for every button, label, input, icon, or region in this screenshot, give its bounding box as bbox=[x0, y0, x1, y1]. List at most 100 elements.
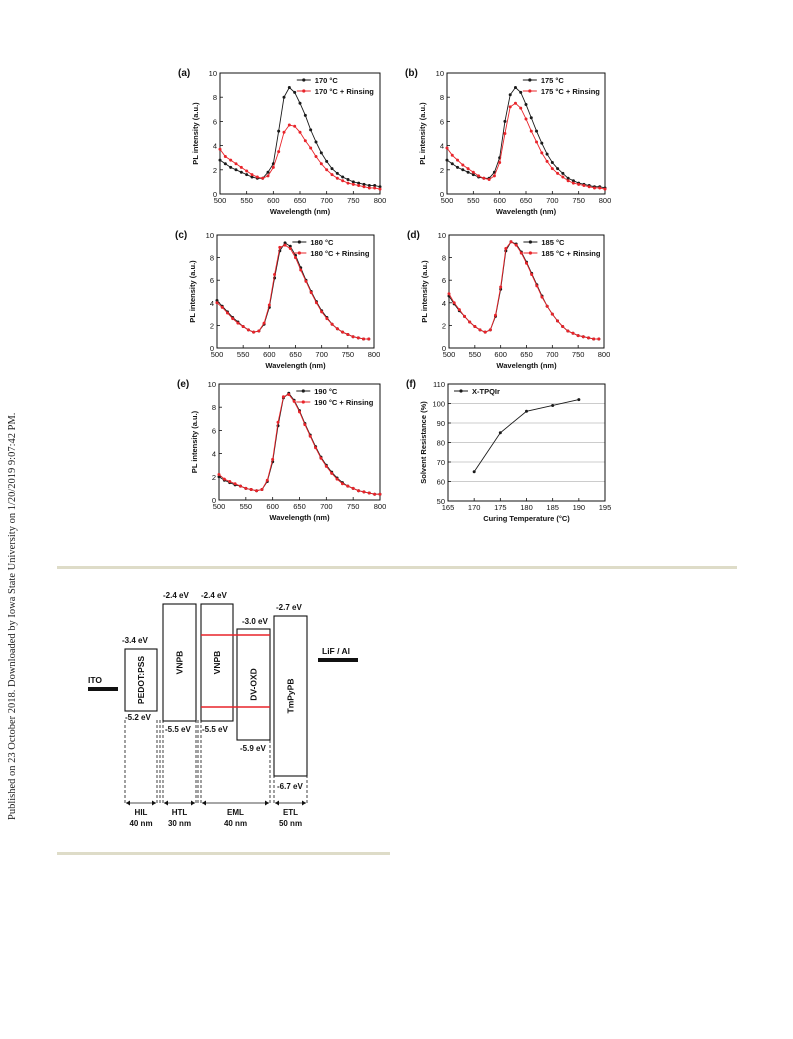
data-point bbox=[257, 329, 261, 333]
data-point bbox=[294, 256, 297, 260]
data-point bbox=[273, 273, 277, 277]
arrow-head bbox=[126, 800, 130, 806]
layer-top-energy: -2.4 eV bbox=[201, 591, 227, 600]
data-point bbox=[261, 176, 265, 180]
data-point bbox=[314, 154, 318, 158]
group-name: HTL bbox=[172, 808, 188, 817]
data-point bbox=[252, 330, 256, 334]
x-tick-label: 175 bbox=[494, 503, 507, 512]
y-axis-label: PL intensity (a.u.) bbox=[418, 102, 427, 165]
data-point bbox=[373, 184, 377, 188]
data-point bbox=[215, 301, 219, 305]
data-point bbox=[346, 177, 350, 181]
data-point bbox=[287, 392, 291, 396]
data-point bbox=[478, 328, 482, 332]
x-tick-label: 750 bbox=[342, 350, 355, 359]
data-point bbox=[335, 327, 339, 331]
x-tick-label: 650 bbox=[293, 502, 306, 511]
data-point bbox=[330, 173, 334, 177]
layer-bottom-energy: -5.5 eV bbox=[202, 725, 228, 734]
data-point bbox=[319, 151, 323, 155]
x-tick-label: 180 bbox=[520, 503, 533, 512]
data-point bbox=[298, 130, 302, 134]
data-point bbox=[249, 488, 253, 492]
data-point bbox=[597, 337, 601, 341]
x-axis-label: Wavelength (nm) bbox=[496, 361, 557, 370]
data-point bbox=[277, 150, 281, 154]
data-point bbox=[551, 403, 555, 407]
group-thickness: 40 nm bbox=[224, 819, 247, 828]
data-point bbox=[277, 129, 281, 133]
chart-panel: 165 170 175 180 185 190 195 50 60 70 80 90 100 110 Cur… bbox=[406, 379, 611, 523]
y-tick-label: 8 bbox=[212, 403, 216, 412]
x-tick-label: 750 bbox=[347, 502, 360, 511]
panel-label: (d) bbox=[407, 230, 420, 241]
data-point bbox=[293, 90, 297, 94]
data-point bbox=[314, 301, 318, 305]
data-point bbox=[229, 165, 233, 169]
section-divider-bottom bbox=[57, 852, 390, 855]
legend-marker bbox=[297, 240, 301, 244]
data-point bbox=[233, 482, 237, 486]
x-tick-label: 650 bbox=[294, 196, 307, 205]
data-point bbox=[267, 303, 271, 307]
data-point bbox=[540, 141, 544, 145]
data-point bbox=[346, 484, 350, 488]
y-tick-label: 6 bbox=[213, 117, 217, 126]
data-point bbox=[456, 158, 460, 162]
arrow-head bbox=[265, 800, 269, 806]
x-tick-label: 165 bbox=[442, 503, 455, 512]
data-point bbox=[362, 182, 366, 186]
group-thickness: 30 nm bbox=[168, 819, 191, 828]
data-point bbox=[341, 175, 345, 179]
data-point bbox=[303, 423, 307, 427]
y-tick-label: 70 bbox=[437, 458, 445, 467]
data-point bbox=[524, 102, 528, 106]
data-point bbox=[482, 176, 486, 180]
layer-top-energy: -2.7 eV bbox=[276, 603, 302, 612]
data-point bbox=[450, 153, 454, 157]
legend-entry: X-TPQIr bbox=[472, 387, 500, 396]
data-point bbox=[477, 174, 481, 178]
data-point bbox=[319, 162, 323, 166]
data-point bbox=[351, 335, 355, 339]
y-axis-label: PL intensity (a.u.) bbox=[188, 260, 197, 323]
y-axis-label: PL intensity (a.u.) bbox=[190, 410, 199, 473]
y-tick-label: 4 bbox=[213, 142, 217, 151]
data-point bbox=[278, 245, 282, 249]
data-point bbox=[566, 176, 570, 180]
group-name: HIL bbox=[135, 808, 148, 817]
data-point bbox=[324, 464, 328, 468]
layer-bottom-energy: -5.5 eV bbox=[165, 725, 191, 734]
data-point bbox=[473, 325, 477, 329]
series-line bbox=[446, 102, 606, 190]
data-point bbox=[503, 119, 507, 123]
y-tick-label: 60 bbox=[437, 478, 445, 487]
data-point bbox=[367, 491, 371, 495]
data-point bbox=[472, 470, 476, 474]
data-point bbox=[308, 434, 312, 438]
y-tick-label: 0 bbox=[210, 344, 214, 353]
data-point bbox=[245, 173, 249, 177]
legend-marker bbox=[301, 389, 305, 393]
data-point bbox=[234, 162, 238, 166]
x-axis-label: Wavelength (nm) bbox=[270, 207, 331, 216]
data-point bbox=[566, 329, 570, 333]
y-tick-label: 8 bbox=[440, 93, 444, 102]
y-tick-label: 10 bbox=[209, 69, 217, 78]
panel-label: (b) bbox=[405, 68, 418, 79]
layer-name: TmPyPB bbox=[286, 679, 296, 714]
panel-label: (f) bbox=[406, 379, 416, 390]
data-point bbox=[513, 101, 517, 105]
arrow-head bbox=[152, 800, 156, 806]
data-point bbox=[513, 86, 517, 90]
data-point bbox=[287, 86, 291, 90]
section-divider bbox=[57, 566, 737, 569]
data-point bbox=[550, 167, 554, 171]
x-tick-label: 550 bbox=[469, 350, 482, 359]
ito-electrode bbox=[88, 687, 118, 691]
data-point bbox=[346, 181, 350, 185]
ito-label: ITO bbox=[88, 675, 102, 685]
data-point bbox=[260, 488, 264, 492]
